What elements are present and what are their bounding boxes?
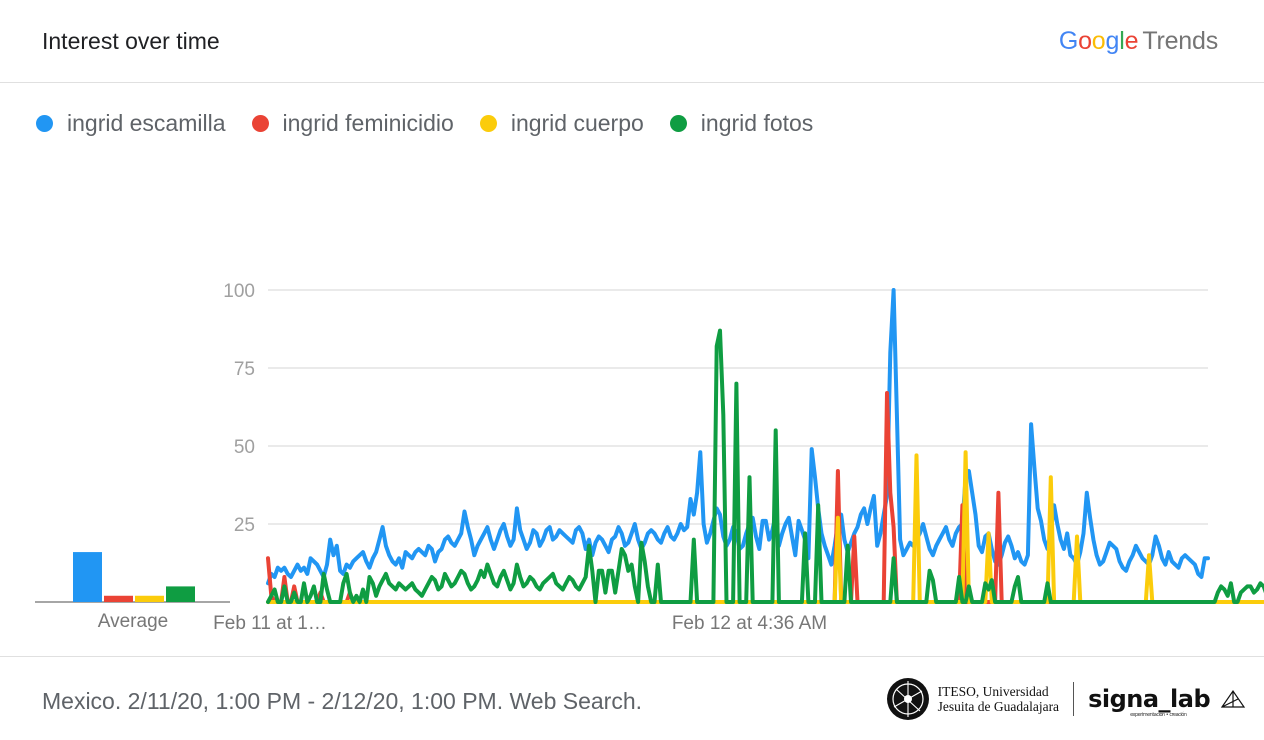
y-tick-label: 50 (234, 437, 255, 458)
region-date-note: Mexico. 2/11/20, 1:00 PM - 2/12/20, 1:00… (42, 688, 643, 714)
chart-legend: ingrid escamilla ingrid feminicidio ingrid… (36, 110, 839, 137)
legend-label: ingrid fotos (700, 110, 814, 136)
legend-dot-icon (479, 115, 497, 132)
iteso-name: ITESO, Universidad Jesuita de Guadalajar… (938, 684, 1059, 714)
signa-lab-wordmark: signa_lab (1088, 685, 1211, 713)
average-bar-ingrid-feminicidio (104, 595, 133, 602)
average-bar-ingrid-fotos (166, 586, 195, 602)
google-wordmark: Google (1058, 27, 1139, 55)
x-tick-label: Feb 12 at 4:36 AM (672, 613, 827, 634)
google-trends-logo: Google Trends (1059, 27, 1218, 56)
logo-separator (1073, 682, 1075, 716)
legend-item-ingrid-fotos[interactable]: ingrid fotos (669, 110, 814, 137)
series-line-ingrid-fotos (266, 328, 1264, 604)
chart-footer: Mexico. 2/11/20, 1:00 PM - 2/12/20, 1:00… (0, 656, 1264, 740)
legend-label: ingrid cuerpo (510, 110, 644, 136)
partner-logos: ITESO, Universidad Jesuita de Guadalajar… (886, 677, 1246, 721)
iteso-line-1: ITESO, Universidad (937, 684, 1049, 699)
x-tick-label: Feb 11 at 1… (213, 613, 327, 634)
interest-over-time-chart: 25 50 75 100 Feb 11 at 1… Feb 12 at 4:36 AM Av… (35, 281, 1264, 634)
trends-wordmark: Trends (1142, 27, 1218, 55)
average-bar-ingrid-escamilla (73, 552, 102, 602)
y-tick-label: 100 (223, 281, 255, 302)
legend-item-ingrid-escamilla[interactable]: ingrid escamilla (36, 110, 226, 137)
y-tick-label: 25 (234, 515, 255, 536)
legend-item-ingrid-feminicidio[interactable]: ingrid feminicidio (251, 110, 454, 137)
signa-lab-tagline: experimentación • creación (1130, 712, 1187, 718)
legend-item-ingrid-cuerpo[interactable]: ingrid cuerpo (479, 110, 644, 137)
legend-dot-icon (36, 115, 53, 132)
chart-title: Interest over time (42, 28, 220, 54)
iteso-line-2: Jesuita de Guadalajara (937, 699, 1060, 714)
y-tick-label: 75 (234, 359, 255, 380)
legend-label: ingrid escamilla (67, 110, 226, 136)
series-line-ingrid-feminicidio (266, 391, 1264, 604)
signa-lab-logo: signa_lab experimentación • creación (1088, 685, 1246, 718)
legend-dot-icon (669, 115, 687, 132)
legend-dot-icon (251, 115, 269, 132)
legend-label: ingrid feminicidio (282, 110, 454, 136)
average-bar-ingrid-cuerpo (135, 595, 164, 602)
chart-header: Interest over time Google Trends (0, 0, 1264, 83)
signa-triangle-icon (1220, 689, 1246, 708)
iteso-seal-icon (886, 678, 929, 720)
average-label: Average (98, 611, 168, 632)
